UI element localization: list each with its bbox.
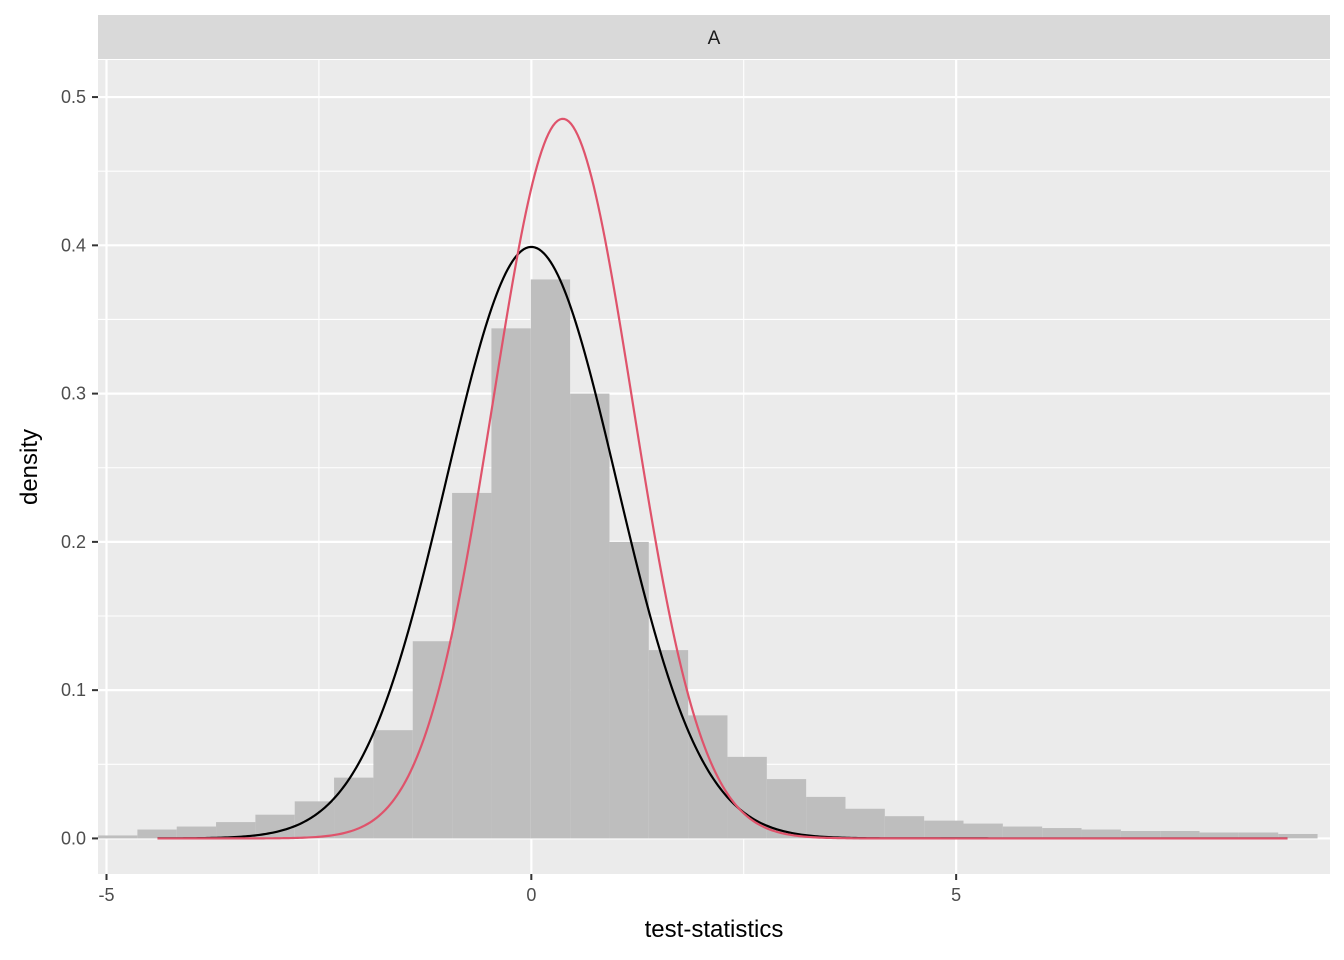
histogram-bar bbox=[1002, 826, 1043, 839]
histogram-bar bbox=[1042, 828, 1082, 839]
x-axis-title: test-statistics bbox=[645, 916, 784, 943]
density-curves bbox=[157, 117, 1288, 840]
histogram-bar bbox=[1199, 832, 1239, 839]
y-tick-label: 0.0 bbox=[61, 828, 86, 848]
y-tick-label: 0.5 bbox=[61, 87, 86, 107]
y-axis-title: density bbox=[16, 429, 43, 505]
histogram-bar bbox=[98, 835, 138, 839]
fitted-normal-curve bbox=[157, 117, 1288, 840]
x-axis: -5 0 5 bbox=[98, 874, 961, 905]
histogram-bar bbox=[530, 279, 571, 839]
x-tick-label: -5 bbox=[98, 885, 114, 905]
histogram-bar bbox=[1081, 829, 1121, 839]
histogram-bar bbox=[1120, 831, 1161, 839]
histogram-bar bbox=[452, 492, 492, 839]
y-tick-label: 0.2 bbox=[61, 532, 86, 552]
histogram-bar bbox=[688, 715, 728, 839]
y-tick-label: 0.1 bbox=[61, 680, 86, 700]
histogram-bar bbox=[570, 393, 610, 839]
histogram-bar bbox=[412, 641, 453, 839]
y-tick-label: 0.4 bbox=[61, 235, 86, 255]
histogram-bar bbox=[1278, 833, 1318, 839]
histogram-bar bbox=[924, 820, 964, 839]
histogram-bar bbox=[963, 823, 1003, 839]
y-tick-label: 0.3 bbox=[61, 384, 86, 404]
histogram-bar bbox=[884, 816, 925, 839]
y-axis: 0.0 0.1 0.2 0.3 0.4 0.5 bbox=[61, 87, 98, 848]
histogram-bar bbox=[1238, 832, 1279, 839]
histogram-bar bbox=[255, 814, 295, 839]
histogram-bar bbox=[1160, 831, 1200, 839]
histogram-bar bbox=[294, 801, 335, 839]
histogram-bar bbox=[137, 829, 177, 839]
histogram-bar bbox=[176, 826, 217, 839]
minor-gridlines bbox=[98, 60, 1330, 874]
histogram-bar bbox=[491, 328, 531, 839]
histogram-bar bbox=[845, 808, 885, 839]
histogram-bar bbox=[609, 541, 649, 839]
facet-strip bbox=[98, 15, 1330, 59]
histogram-bar bbox=[373, 730, 413, 839]
histogram-bar bbox=[648, 650, 689, 839]
x-tick-label: 0 bbox=[526, 885, 536, 905]
x-tick-label: 5 bbox=[951, 885, 961, 905]
facet-strip-label: A bbox=[708, 28, 721, 49]
histogram-bars bbox=[98, 279, 1318, 839]
histogram-bar bbox=[216, 822, 256, 839]
histogram-bar bbox=[334, 777, 374, 839]
histogram-bar bbox=[806, 796, 846, 839]
